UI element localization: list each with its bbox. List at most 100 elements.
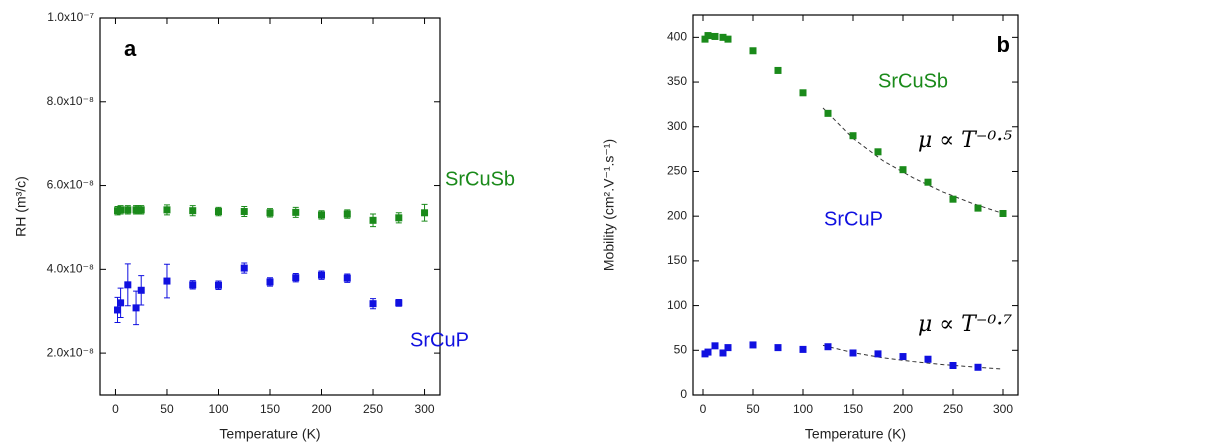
plot-frame xyxy=(692,14,1019,396)
x-tick-label: 0 xyxy=(112,402,119,416)
data-point xyxy=(292,208,300,216)
plot-frame xyxy=(99,17,441,396)
data-point xyxy=(117,299,125,307)
y-tick-label: 50 xyxy=(674,342,688,356)
y-tick-label: 250 xyxy=(667,164,687,178)
data-point xyxy=(824,109,832,117)
data-point xyxy=(774,66,782,74)
x-tick-label: 100 xyxy=(793,402,813,416)
data-point xyxy=(724,344,732,352)
data-point xyxy=(124,206,132,214)
series-label: SrCuP xyxy=(410,329,469,351)
x-tick-label: 50 xyxy=(160,402,174,416)
data-point xyxy=(874,350,882,358)
data-point xyxy=(749,341,757,349)
x-tick-label: 100 xyxy=(208,402,228,416)
series-label: SrCuP xyxy=(824,208,883,230)
data-point xyxy=(266,278,274,286)
data-point xyxy=(124,281,132,289)
data-point xyxy=(163,206,171,214)
data-point xyxy=(949,195,957,203)
data-point xyxy=(114,306,122,314)
data-point xyxy=(292,274,300,282)
data-point xyxy=(189,281,197,289)
series-label: SrCuSb xyxy=(445,168,515,190)
y-axis-title: Mobility (cm².V⁻¹.s⁻¹) xyxy=(601,139,617,271)
data-point xyxy=(974,204,982,212)
data-point xyxy=(395,214,403,222)
data-point xyxy=(214,208,222,216)
y-tick-label: 6.0x10⁻⁸ xyxy=(47,178,94,192)
x-tick-label: 50 xyxy=(746,402,760,416)
data-point xyxy=(137,286,145,294)
data-point xyxy=(132,304,140,312)
y-tick-label: 100 xyxy=(667,298,687,312)
data-point xyxy=(369,216,377,224)
x-axis-title: Temperature (K) xyxy=(219,426,320,442)
y-tick-label: 4.0x10⁻⁸ xyxy=(47,262,94,276)
y-tick-label: 0 xyxy=(680,387,687,401)
data-point xyxy=(704,348,712,356)
y-tick-label: 2.0x10⁻⁸ xyxy=(47,345,94,359)
data-point xyxy=(749,47,757,55)
data-point xyxy=(899,353,907,361)
data-point xyxy=(719,349,727,357)
x-tick-label: 200 xyxy=(893,402,913,416)
data-point xyxy=(924,355,932,363)
data-point xyxy=(240,208,248,216)
data-point xyxy=(949,361,957,369)
data-point xyxy=(999,209,1007,217)
fit-curve xyxy=(822,107,1004,214)
y-tick-label: 400 xyxy=(667,30,687,44)
data-point xyxy=(899,166,907,174)
data-point xyxy=(774,344,782,352)
data-point xyxy=(799,89,807,97)
data-point xyxy=(421,209,429,217)
data-point xyxy=(704,32,712,40)
y-axis-title: RH (m³/c) xyxy=(13,176,29,237)
data-point xyxy=(824,343,832,351)
y-tick-label: 350 xyxy=(667,74,687,88)
y-tick-label: 200 xyxy=(667,208,687,222)
data-point xyxy=(711,32,719,40)
fit-label: μ ∝ T⁻⁰·⁵ xyxy=(918,128,1012,153)
data-point xyxy=(395,299,403,307)
y-tick-label: 150 xyxy=(667,253,687,267)
data-point xyxy=(163,277,171,285)
x-tick-label: 300 xyxy=(993,402,1013,416)
data-point xyxy=(240,264,248,272)
x-tick-label: 0 xyxy=(700,402,707,416)
data-point xyxy=(137,206,145,214)
x-tick-label: 300 xyxy=(415,402,435,416)
data-point xyxy=(701,35,709,43)
data-point xyxy=(724,35,732,43)
x-tick-label: 150 xyxy=(260,402,280,416)
data-point xyxy=(117,206,125,214)
data-point xyxy=(369,300,377,308)
data-point xyxy=(318,271,326,279)
data-point xyxy=(214,281,222,289)
data-point xyxy=(719,33,727,41)
panel-letter: a xyxy=(124,36,137,61)
data-point xyxy=(849,132,857,140)
x-axis-title: Temperature (K) xyxy=(805,426,906,442)
x-tick-label: 250 xyxy=(363,402,383,416)
data-point xyxy=(799,345,807,353)
data-point xyxy=(189,207,197,215)
y-tick-label: 1.0x10⁻⁷ xyxy=(47,10,94,24)
data-point xyxy=(318,211,326,219)
x-tick-label: 150 xyxy=(843,402,863,416)
data-point xyxy=(924,178,932,186)
data-point xyxy=(974,363,982,371)
x-tick-label: 250 xyxy=(943,402,963,416)
data-point xyxy=(343,210,351,218)
data-point xyxy=(711,342,719,350)
panel-letter: b xyxy=(997,32,1010,57)
fit-label: μ ∝ T⁻⁰·⁷ xyxy=(918,312,1012,337)
x-tick-label: 200 xyxy=(311,402,331,416)
y-tick-label: 300 xyxy=(667,119,687,133)
series-label: SrCuSb xyxy=(878,70,948,92)
data-point xyxy=(874,148,882,156)
y-tick-label: 8.0x10⁻⁸ xyxy=(47,94,94,108)
